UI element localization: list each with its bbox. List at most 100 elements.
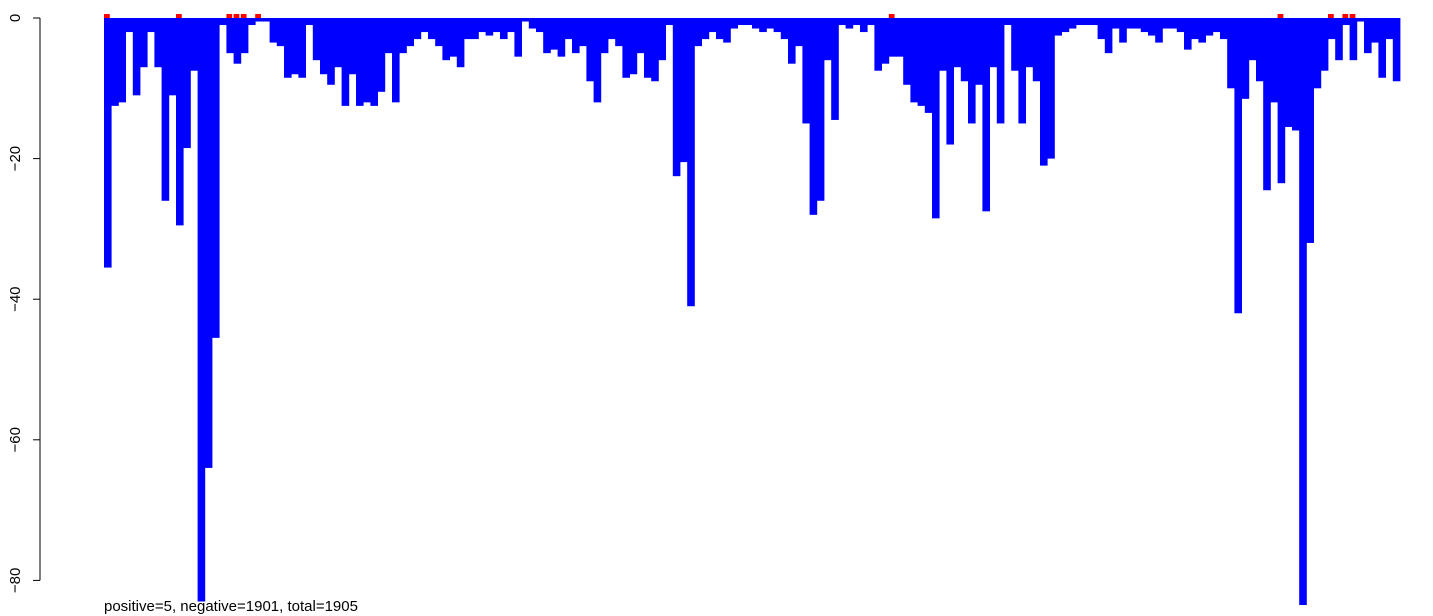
bar: [1241, 18, 1250, 99]
bar-positive: [1277, 14, 1284, 18]
bar: [312, 18, 321, 61]
bar: [1356, 18, 1365, 22]
bar: [125, 18, 134, 33]
bar: [1212, 18, 1221, 33]
bar: [1090, 18, 1098, 26]
bar: [248, 18, 256, 26]
bar: [701, 18, 710, 40]
bar: [327, 18, 335, 85]
bar: [1040, 18, 1048, 166]
bar: [1176, 18, 1185, 33]
bar: [1256, 18, 1264, 82]
bar: [1385, 18, 1394, 40]
bar: [852, 18, 861, 26]
bar: [392, 18, 400, 103]
bar: [1392, 18, 1401, 82]
bar: [1313, 18, 1322, 89]
bar: [240, 18, 249, 54]
bar: [917, 18, 926, 106]
bar-positive: [1328, 14, 1334, 18]
bar: [104, 18, 112, 268]
bar: [428, 18, 436, 40]
bar: [536, 18, 544, 33]
bar-positive: [255, 14, 261, 18]
bar: [564, 18, 573, 40]
bar: [1155, 18, 1163, 43]
bar: [485, 18, 494, 36]
bar: [478, 18, 486, 33]
bar: [845, 18, 854, 29]
bar: [1205, 18, 1214, 36]
y-tick-label: −40: [7, 286, 24, 311]
bar: [1227, 18, 1235, 89]
bar: [1032, 18, 1041, 82]
bar: [449, 18, 458, 57]
bar: [557, 18, 566, 57]
bar: [1342, 18, 1350, 26]
bar: [370, 18, 378, 106]
bar: [888, 18, 897, 57]
bar: [291, 18, 299, 75]
bar: [262, 18, 270, 22]
bar: [982, 18, 990, 212]
bar: [1025, 18, 1034, 68]
bar: [341, 18, 350, 106]
bar: [723, 18, 731, 43]
bar: [305, 18, 314, 26]
bar: [996, 18, 1005, 124]
bar: [802, 18, 810, 124]
bar: [989, 18, 998, 68]
bar: [708, 18, 717, 33]
bar: [1119, 18, 1127, 43]
bar: [435, 18, 443, 47]
bar: [197, 18, 206, 602]
bar: [953, 18, 962, 68]
bar: [118, 18, 126, 103]
bar-positive: [240, 14, 247, 18]
bar: [543, 18, 551, 54]
bar: [1371, 18, 1379, 43]
bar: [161, 18, 170, 201]
bar: [219, 18, 227, 26]
bar: [795, 18, 803, 47]
bar: [399, 18, 407, 54]
bar: [168, 18, 177, 96]
bar-positive: [104, 14, 110, 18]
bar: [658, 18, 666, 61]
bar: [903, 18, 911, 85]
bar: [284, 18, 292, 78]
bar: [226, 18, 234, 54]
bar: [1140, 18, 1149, 33]
bar: [1306, 18, 1314, 243]
bar: [622, 18, 630, 78]
bar: [420, 18, 429, 33]
bar: [492, 18, 501, 33]
bars-group: [104, 14, 1401, 606]
bar: [1018, 18, 1026, 124]
bar-positive: [888, 14, 895, 18]
bar: [780, 18, 789, 40]
bar: [176, 18, 184, 226]
bar: [946, 18, 954, 145]
y-tick-label: 0: [7, 14, 24, 22]
bar: [831, 18, 839, 120]
bar: [255, 18, 263, 22]
bar: [716, 18, 724, 40]
bar: [680, 18, 688, 163]
bar: [1047, 18, 1055, 159]
bar: [233, 18, 242, 64]
bar: [960, 18, 969, 82]
bar: [276, 18, 285, 47]
bar: [1061, 18, 1070, 33]
bar: [759, 18, 767, 33]
bar: [1270, 18, 1278, 103]
bar: [514, 18, 522, 57]
bar: [1112, 18, 1120, 29]
bar: [442, 18, 450, 61]
bar: [737, 18, 746, 26]
bar: [1097, 18, 1106, 40]
bar: [204, 18, 213, 468]
bar: [838, 18, 846, 26]
bar: [874, 18, 882, 71]
